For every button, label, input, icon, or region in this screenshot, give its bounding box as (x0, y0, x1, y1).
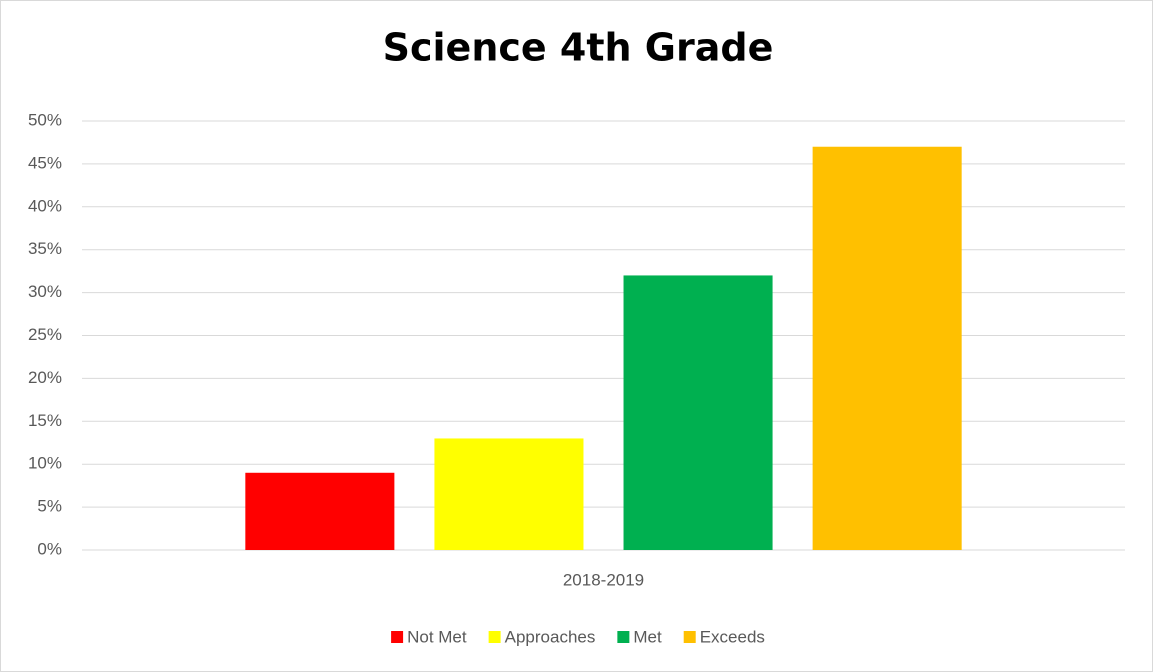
y-tick-label: 50% (28, 110, 62, 129)
bar (812, 146, 962, 551)
y-tick-label: 20% (28, 368, 62, 387)
y-tick-label: 10% (28, 454, 62, 473)
x-tick-label: 2018-2019 (563, 570, 644, 589)
bar (623, 275, 773, 550)
y-tick-label: 25% (28, 325, 62, 344)
bar (434, 438, 584, 550)
y-tick-label: 35% (28, 239, 62, 258)
legend-label: Not Met (407, 627, 467, 646)
y-tick-label: 15% (28, 411, 62, 430)
chart-title: Science 4th Grade (383, 26, 774, 70)
legend-swatch (617, 631, 630, 643)
legend-label: Met (633, 627, 662, 646)
y-tick-label: 40% (28, 196, 62, 215)
y-tick-label: 30% (28, 282, 62, 301)
legend-swatch (391, 631, 404, 643)
legend-label: Approaches (505, 627, 596, 646)
legend-label: Exceeds (700, 627, 765, 646)
bar (245, 472, 395, 550)
legend-swatch (488, 631, 501, 643)
y-tick-label: 45% (28, 153, 62, 172)
legend-swatch (683, 631, 696, 643)
y-tick-label: 5% (37, 497, 62, 516)
y-tick-label: 0% (37, 539, 62, 558)
